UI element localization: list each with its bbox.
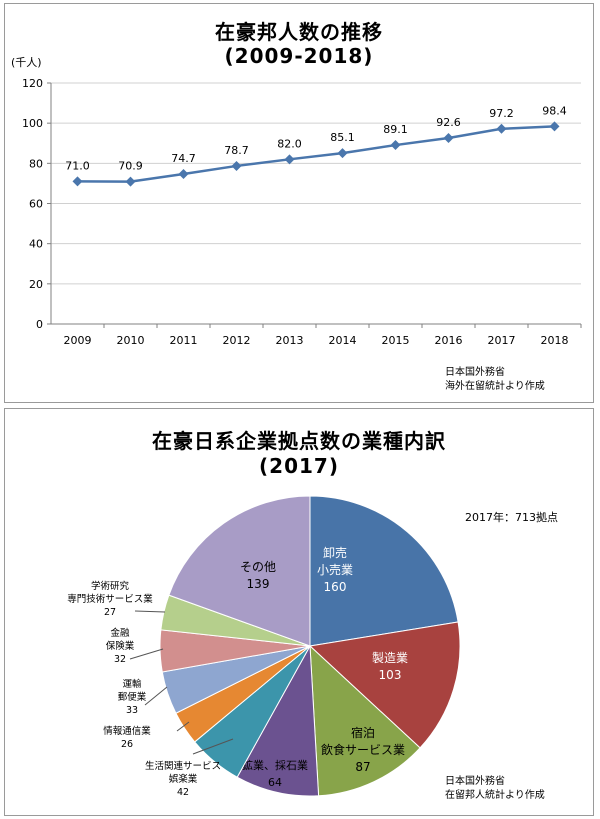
pie-chart-title: 在豪日系企業拠点数の業種内訳 bbox=[152, 429, 446, 453]
slice-label: 鉱業、採石業 bbox=[242, 758, 308, 772]
data-label: 92.6 bbox=[436, 116, 461, 129]
y-tick-label: 120 bbox=[22, 77, 43, 90]
slice-label: 26 bbox=[121, 739, 133, 750]
x-tick-label: 2016 bbox=[435, 334, 463, 347]
pie-slice bbox=[309, 644, 421, 797]
slice-label: 保険業 bbox=[106, 640, 135, 652]
data-point-marker bbox=[284, 154, 295, 165]
x-tick-label: 2012 bbox=[223, 334, 251, 347]
slice-label: 87 bbox=[355, 760, 370, 774]
slice-label: 金融 bbox=[110, 627, 130, 639]
data-point-marker bbox=[496, 123, 507, 134]
line-chart-panel: 在豪邦人数の推移 (2009-2018) (千人) 0 20 40 60 80 100 12… bbox=[4, 3, 594, 403]
y-tick-label: 40 bbox=[29, 238, 43, 251]
y-axis-unit: (千人) bbox=[11, 56, 42, 69]
x-tick-label: 2010 bbox=[117, 334, 145, 347]
line-chart-subtitle: (2009-2018) bbox=[224, 44, 374, 68]
x-tick-label: 2018 bbox=[541, 334, 569, 347]
y-tick-label: 100 bbox=[22, 117, 43, 130]
slice-label: 娯楽業 bbox=[169, 773, 198, 785]
slice-label: 製造業 bbox=[372, 651, 408, 665]
slice-label: 郵便業 bbox=[118, 691, 147, 703]
slice-label: 専門技術サービス業 bbox=[67, 593, 153, 605]
data-label: 70.9 bbox=[118, 160, 143, 173]
slice-label: 卸売 bbox=[323, 545, 347, 560]
slice-label: 139 bbox=[247, 577, 270, 591]
slice-label: 情報通信業 bbox=[103, 725, 151, 737]
pie-source-line2: 在留邦人統計より作成 bbox=[445, 790, 545, 801]
pie-total-note: 2017年：713拠点 bbox=[465, 511, 558, 524]
data-label: 82.0 bbox=[277, 137, 302, 150]
y-tick-label: 20 bbox=[29, 278, 43, 291]
x-tick-label: 2014 bbox=[329, 334, 357, 347]
x-tick-label: 2015 bbox=[382, 334, 410, 347]
line-chart-svg: 0 20 40 60 80 100 120 2009 2010 2011 2012 2013 2014 2… bbox=[22, 77, 582, 347]
pie-chart-subtitle: (2017) bbox=[259, 454, 339, 478]
x-tick-label: 2011 bbox=[170, 334, 198, 347]
pie-slice bbox=[308, 621, 461, 749]
data-point-marker bbox=[443, 133, 454, 144]
data-point-marker bbox=[125, 176, 136, 187]
slice-label: 64 bbox=[268, 776, 282, 789]
data-point-marker bbox=[549, 121, 560, 132]
data-point-marker bbox=[178, 168, 189, 179]
series-line bbox=[77, 125, 555, 183]
slice-label: 32 bbox=[114, 654, 126, 665]
leader-line bbox=[134, 610, 166, 613]
pie-source-line1: 日本国外務省 bbox=[445, 776, 505, 787]
y-tick-label: 80 bbox=[29, 157, 43, 170]
leader-line bbox=[192, 738, 234, 755]
data-label: 98.4 bbox=[542, 104, 567, 117]
data-point-marker bbox=[231, 160, 242, 171]
slice-label: 33 bbox=[126, 705, 138, 716]
data-label: 78.7 bbox=[224, 144, 249, 157]
pie-slice bbox=[309, 495, 459, 647]
slice-label: 生活関連サービス bbox=[145, 760, 221, 772]
leader-line bbox=[176, 721, 190, 732]
line-source-line1: 日本国外務省 bbox=[445, 367, 505, 378]
pie-slice bbox=[236, 644, 320, 797]
slice-label: 160 bbox=[324, 580, 347, 594]
slice-label: 27 bbox=[104, 607, 116, 618]
slice-label: その他 bbox=[240, 560, 276, 574]
line-chart-title: 在豪邦人数の推移 bbox=[215, 20, 383, 44]
data-label: 97.2 bbox=[489, 107, 514, 120]
data-label: 85.1 bbox=[330, 131, 355, 144]
slice-label: 運輸 bbox=[122, 678, 142, 690]
slice-label: 103 bbox=[379, 668, 402, 682]
x-tick-label: 2013 bbox=[276, 334, 304, 347]
data-label: 74.7 bbox=[171, 152, 196, 165]
pie-chart-panel: 在豪日系企業拠点数の業種内訳 (2017) 2017年：713拠点 卸売小売業 1… bbox=[4, 408, 594, 816]
slice-label: 宿泊 bbox=[351, 725, 375, 740]
x-tick-label: 2017 bbox=[488, 334, 516, 347]
line-source-line2: 海外在留統計より作成 bbox=[445, 381, 545, 392]
data-point-marker bbox=[390, 140, 401, 151]
data-label: 89.1 bbox=[383, 123, 408, 136]
slice-label: 学術研究 bbox=[91, 580, 130, 592]
slice-label: 飲食サービス業 bbox=[321, 742, 405, 757]
x-tick-label: 2009 bbox=[64, 334, 92, 347]
leader-line bbox=[144, 686, 168, 706]
y-tick-label: 0 bbox=[36, 318, 43, 331]
data-point-marker bbox=[72, 176, 83, 187]
pie-slice bbox=[168, 495, 311, 647]
y-tick-label: 60 bbox=[29, 198, 43, 211]
data-point-marker bbox=[337, 148, 348, 159]
slice-label: 小売業 bbox=[317, 562, 353, 577]
leader-line bbox=[129, 648, 164, 660]
data-label: 71.0 bbox=[65, 159, 90, 172]
slice-label: 42 bbox=[177, 787, 189, 798]
